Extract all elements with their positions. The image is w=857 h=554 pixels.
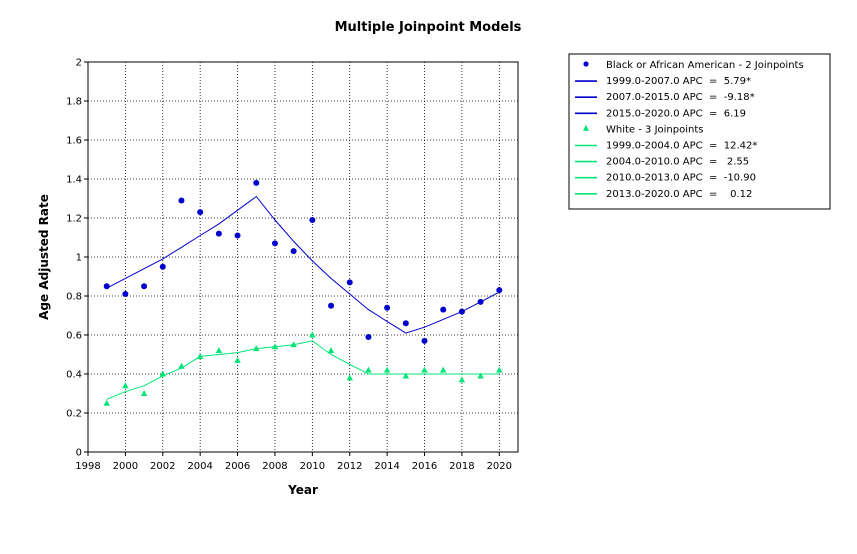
legend-segment-label: 2015.0-2020.0 APC = 6.19 <box>606 108 746 119</box>
legend-segment-label: 2007.0-2015.0 APC = -9.18* <box>606 92 755 103</box>
white-data-point <box>140 390 148 396</box>
legend-segment-label: 2010.0-2013.0 APC = -10.90 <box>606 173 756 184</box>
y-axis-title: Age Adjusted Rate <box>37 194 51 320</box>
black-data-point <box>421 337 428 344</box>
x-tick-label: 2014 <box>374 461 399 472</box>
black-data-point <box>328 302 335 309</box>
y-tick-label: 0.4 <box>66 370 82 381</box>
black-data-point <box>141 283 148 290</box>
white-data-point <box>103 399 110 406</box>
y-tick-label: 0.8 <box>66 292 82 303</box>
x-tick-label: 2012 <box>337 461 362 472</box>
black-data-point <box>234 232 241 239</box>
black-data-point <box>290 248 297 255</box>
black-data-point <box>103 283 110 290</box>
black-fit-line <box>106 195 500 334</box>
legend-segment-label: 2013.0-2020.0 APC = 0.12 <box>606 189 752 200</box>
white-data-point <box>477 372 484 379</box>
black-data-point <box>496 287 503 294</box>
y-tick-label: 1.4 <box>66 175 82 186</box>
y-axis-ticks: 0 0.2 0.4 0.6 0.8 1 1.2 1.4 1.6 1.8 2 <box>66 58 88 459</box>
white-data-point <box>346 374 353 381</box>
legend-frame <box>568 53 831 210</box>
x-tick-label: 2016 <box>412 461 437 472</box>
white-data-point <box>290 341 297 348</box>
series-layer <box>103 179 503 406</box>
x-tick-label: 2018 <box>449 461 474 472</box>
legend-series-label: White - 3 Joinpoints <box>606 124 703 135</box>
x-tick-label: 2002 <box>150 461 175 472</box>
black-data-point <box>365 333 372 340</box>
x-tick-label: 2010 <box>300 461 325 472</box>
black-data-point <box>159 263 166 270</box>
white-data-point <box>234 356 241 363</box>
y-tick-label: 0.2 <box>66 409 82 420</box>
white-data-point <box>253 345 260 352</box>
black-data-point <box>215 230 222 237</box>
black-data-point <box>253 179 260 186</box>
x-tick-label: 2000 <box>113 461 138 472</box>
white-data-point <box>402 372 410 379</box>
y-tick-label: 1 <box>76 253 82 264</box>
y-tick-label: 2 <box>76 58 82 69</box>
chart-title: Multiple Joinpoint Models <box>335 20 522 35</box>
y-tick-label: 0 <box>76 448 82 459</box>
legend: Black or African American - 2 Joinpoints… <box>568 53 831 210</box>
y-tick-label: 1.8 <box>66 97 82 108</box>
legend-series-label: Black or African American - 2 Joinpoints <box>606 60 804 71</box>
black-data-point <box>402 320 409 327</box>
y-tick-label: 1.2 <box>66 214 82 225</box>
white-data-point <box>365 366 372 373</box>
x-tick-label: 1998 <box>75 461 100 472</box>
plot-frame <box>87 61 519 453</box>
white-data-point <box>309 331 316 338</box>
x-axis-title: Year <box>287 483 318 497</box>
legend-segment-label: 1999.0-2007.0 APC = 5.79* <box>606 76 751 87</box>
white-data-point <box>178 362 185 369</box>
x-tick-label: 2006 <box>225 461 250 472</box>
y-tick-label: 0.6 <box>66 331 82 342</box>
x-axis-ticks: 1998 2000 2002 2004 2006 2008 2010 2012 2014 2016… <box>75 452 512 472</box>
white-data-point <box>327 347 335 354</box>
black-data-point <box>197 209 204 216</box>
black-data-point <box>458 308 465 315</box>
black-data-point <box>384 304 391 311</box>
white-data-point <box>159 370 166 377</box>
grid <box>88 62 518 452</box>
white-data-point <box>383 366 391 373</box>
legend-marker-triangle <box>583 124 589 131</box>
black-data-point <box>178 197 185 204</box>
legend-segment-label: 1999.0-2004.0 APC = 12.42* <box>606 141 757 152</box>
black-data-point <box>122 291 129 298</box>
legend-marker-circle <box>583 61 589 67</box>
x-tick-label: 2008 <box>262 461 287 472</box>
white-data-point <box>458 376 466 383</box>
white-data-point <box>196 352 204 359</box>
white-data-point <box>421 366 428 373</box>
x-tick-label: 2004 <box>187 461 212 472</box>
white-fit-line <box>106 340 500 400</box>
x-tick-label: 2020 <box>487 461 512 472</box>
y-tick-label: 1.6 <box>66 136 82 147</box>
white-data-point <box>440 366 447 373</box>
legend-segment-label: 2004.0-2010.0 APC = 2.55 <box>606 157 749 168</box>
black-data-point <box>309 216 316 223</box>
white-data-point <box>271 343 279 350</box>
black-data-point <box>346 279 353 286</box>
white-data-point <box>496 366 503 373</box>
black-data-point <box>440 306 447 313</box>
black-data-point <box>477 298 484 305</box>
black-data-point <box>271 240 278 247</box>
white-data-point <box>122 382 129 389</box>
white-data-point <box>215 347 223 354</box>
